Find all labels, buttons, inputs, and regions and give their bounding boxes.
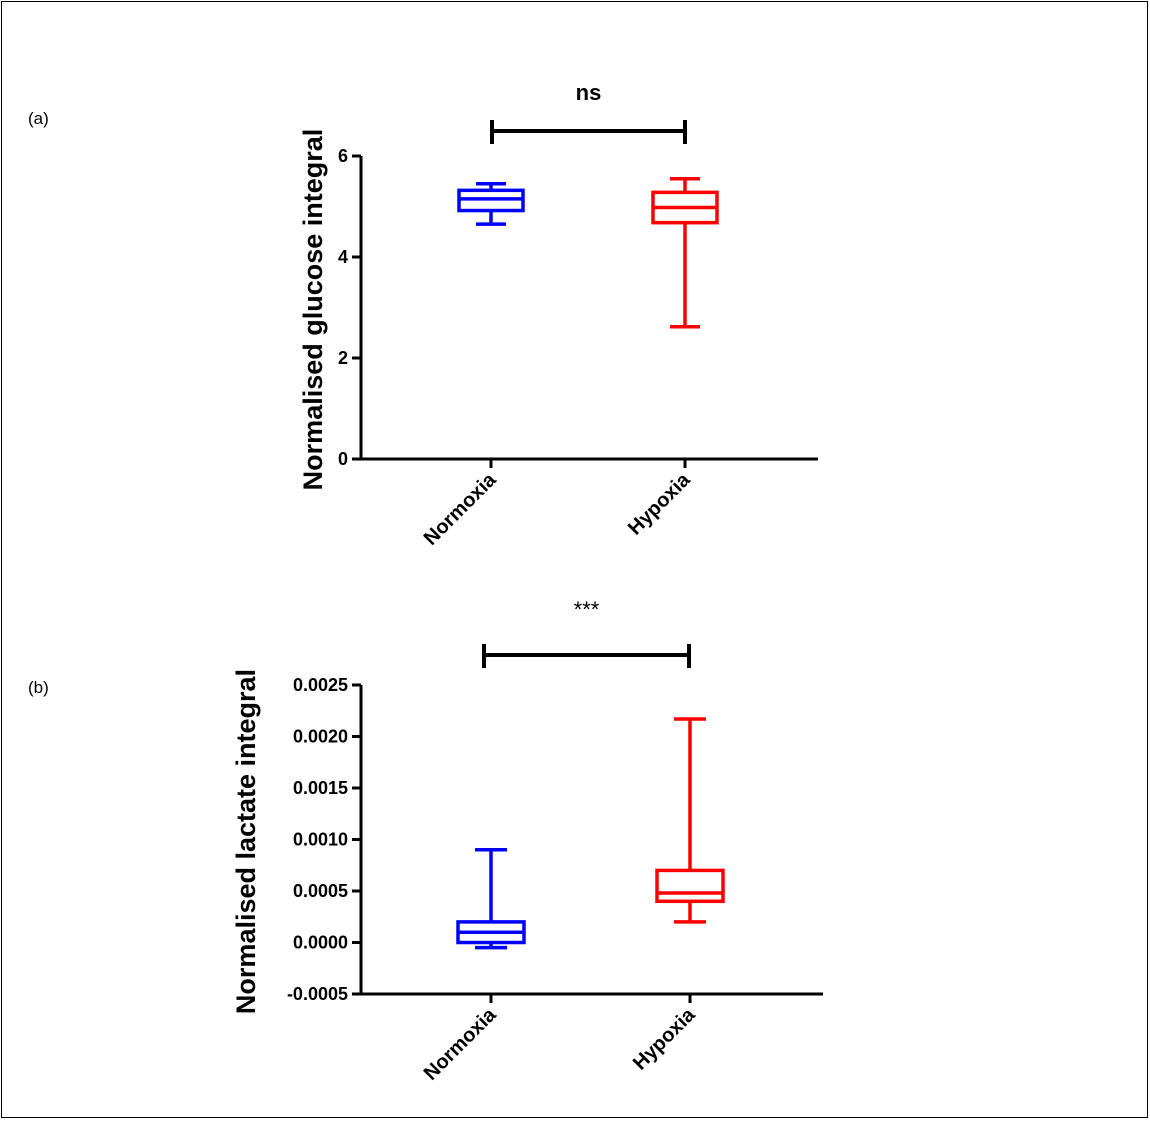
y-tick-label: 2: [338, 348, 348, 368]
y-tick-label: 0.0015: [293, 778, 348, 798]
y-tick-label: 0.0005: [293, 881, 348, 901]
y-axis-title: Normalised glucose integral: [298, 129, 328, 491]
x-category-label: Normoxia: [420, 468, 501, 549]
box-normoxia: [456, 848, 526, 950]
y-tick-label: 0: [338, 449, 348, 469]
box-normoxia: [457, 182, 525, 226]
box-hypoxia: [651, 176, 719, 329]
y-tick-label: 6: [338, 146, 348, 166]
chart-panel-b: (b) -0.0005 0.0000 0.0005 0.0010 0.0015 0.0020…: [28, 597, 823, 1085]
y-tick-label: 4: [338, 247, 348, 267]
y-tick-label: 0.0000: [293, 933, 348, 953]
x-category-label: Hypoxia: [629, 1003, 700, 1074]
y-axis-title: Normalised lactate integral: [231, 669, 261, 1014]
y-tick-label: 0.0020: [293, 727, 348, 747]
panel-label: (a): [28, 109, 49, 128]
significance-label: ns: [576, 80, 602, 105]
y-tick-label: 0.0010: [293, 830, 348, 850]
significance-bracket: ***: [482, 597, 691, 668]
panel-label: (b): [28, 678, 49, 697]
y-tick-label: -0.0005: [287, 984, 348, 1004]
y-tick-label: 0.0025: [293, 675, 348, 695]
box-hypoxia: [655, 717, 725, 924]
x-category-label: Normoxia: [420, 1003, 501, 1084]
chart-panel-a: (a) 0 2 4 6 Normalised glucose integral Normox…: [28, 80, 818, 550]
significance-bracket: ns: [490, 80, 687, 144]
x-category-label: Hypoxia: [624, 468, 695, 539]
iqr-box: [655, 868, 725, 904]
significance-label: ***: [574, 597, 600, 622]
